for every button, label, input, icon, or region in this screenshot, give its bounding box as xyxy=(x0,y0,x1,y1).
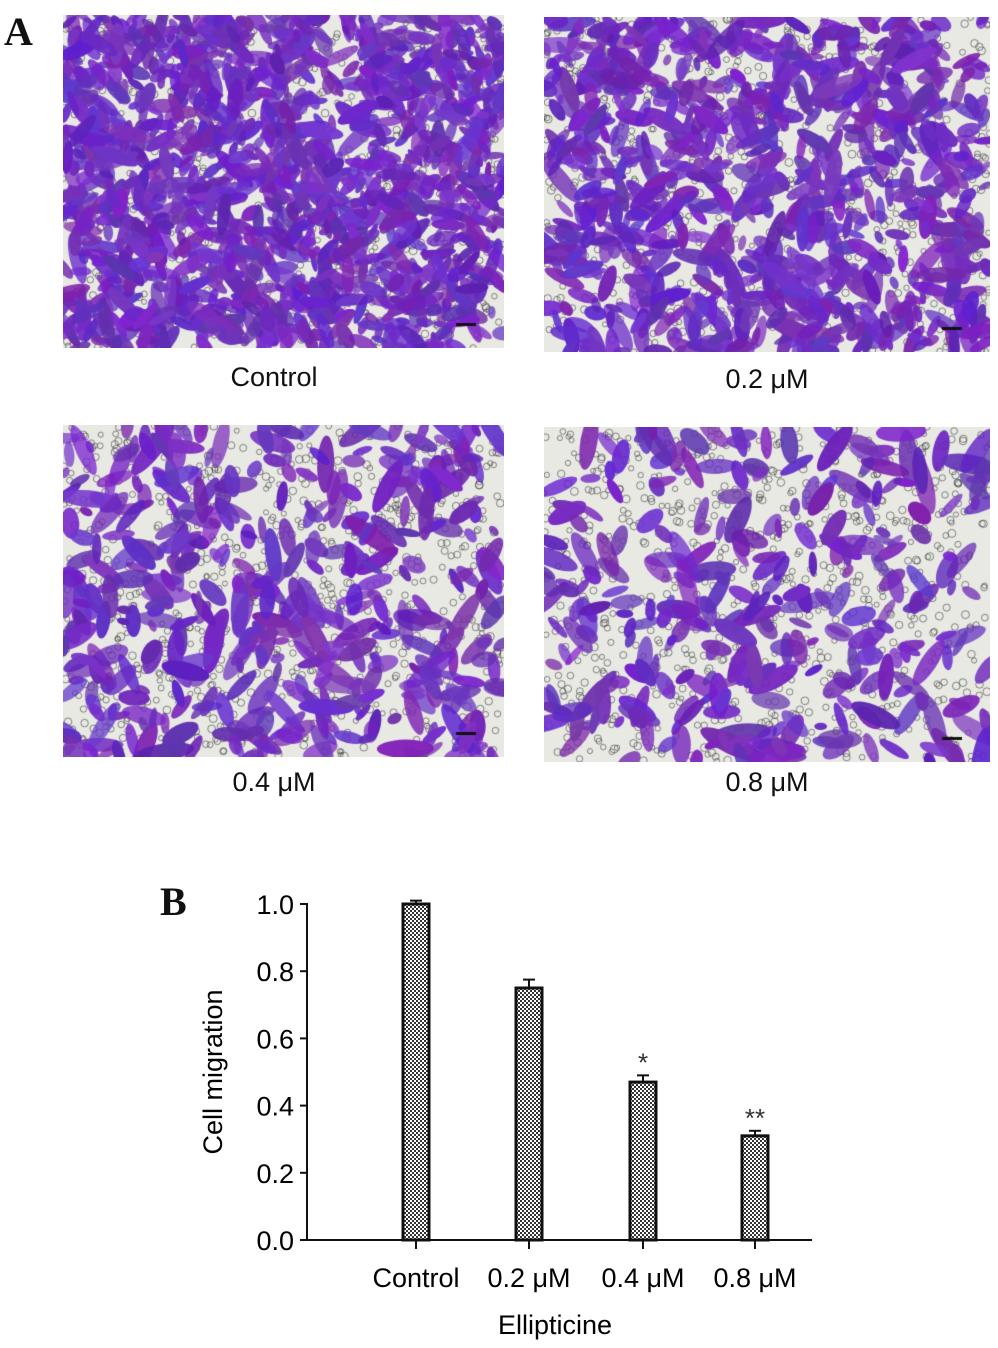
y-axis-label: Cell migration xyxy=(198,989,228,1154)
x-axis-label: Ellipticine xyxy=(498,1310,612,1340)
bar xyxy=(740,1134,770,1242)
micrograph-0-4 xyxy=(63,425,504,757)
micrograph-0-2 xyxy=(544,17,990,352)
bar xyxy=(628,1080,658,1242)
panel-letter-a: A xyxy=(4,9,33,54)
x-tick-label: 0.8 μM xyxy=(713,1263,796,1293)
x-tick-label: 0.4 μM xyxy=(601,1263,684,1293)
caption-control: Control xyxy=(230,362,318,392)
significance-marker: ** xyxy=(745,1103,765,1133)
y-tick-label: 0.4 xyxy=(256,1092,294,1122)
caption-0-2: 0.2 μM xyxy=(725,364,809,394)
y-tick-label: 0.8 xyxy=(256,957,294,987)
micrograph-0-8 xyxy=(544,427,990,762)
y-tick-label: 1.0 xyxy=(256,890,294,920)
micrograph-control xyxy=(63,15,504,348)
bar xyxy=(401,902,431,1242)
x-tick-label: Control xyxy=(372,1263,459,1293)
panel-letter-b: B xyxy=(160,879,187,924)
y-tick-label: 0.0 xyxy=(256,1226,294,1256)
x-tick-label: 0.2 μM xyxy=(487,1263,570,1293)
significance-marker: * xyxy=(638,1047,648,1077)
caption-0-8: 0.8 μM xyxy=(725,767,809,797)
y-tick-label: 0.2 xyxy=(256,1159,294,1189)
caption-0-4: 0.4 μM xyxy=(232,767,316,797)
bar xyxy=(514,986,544,1242)
y-tick-label: 0.6 xyxy=(256,1024,294,1054)
